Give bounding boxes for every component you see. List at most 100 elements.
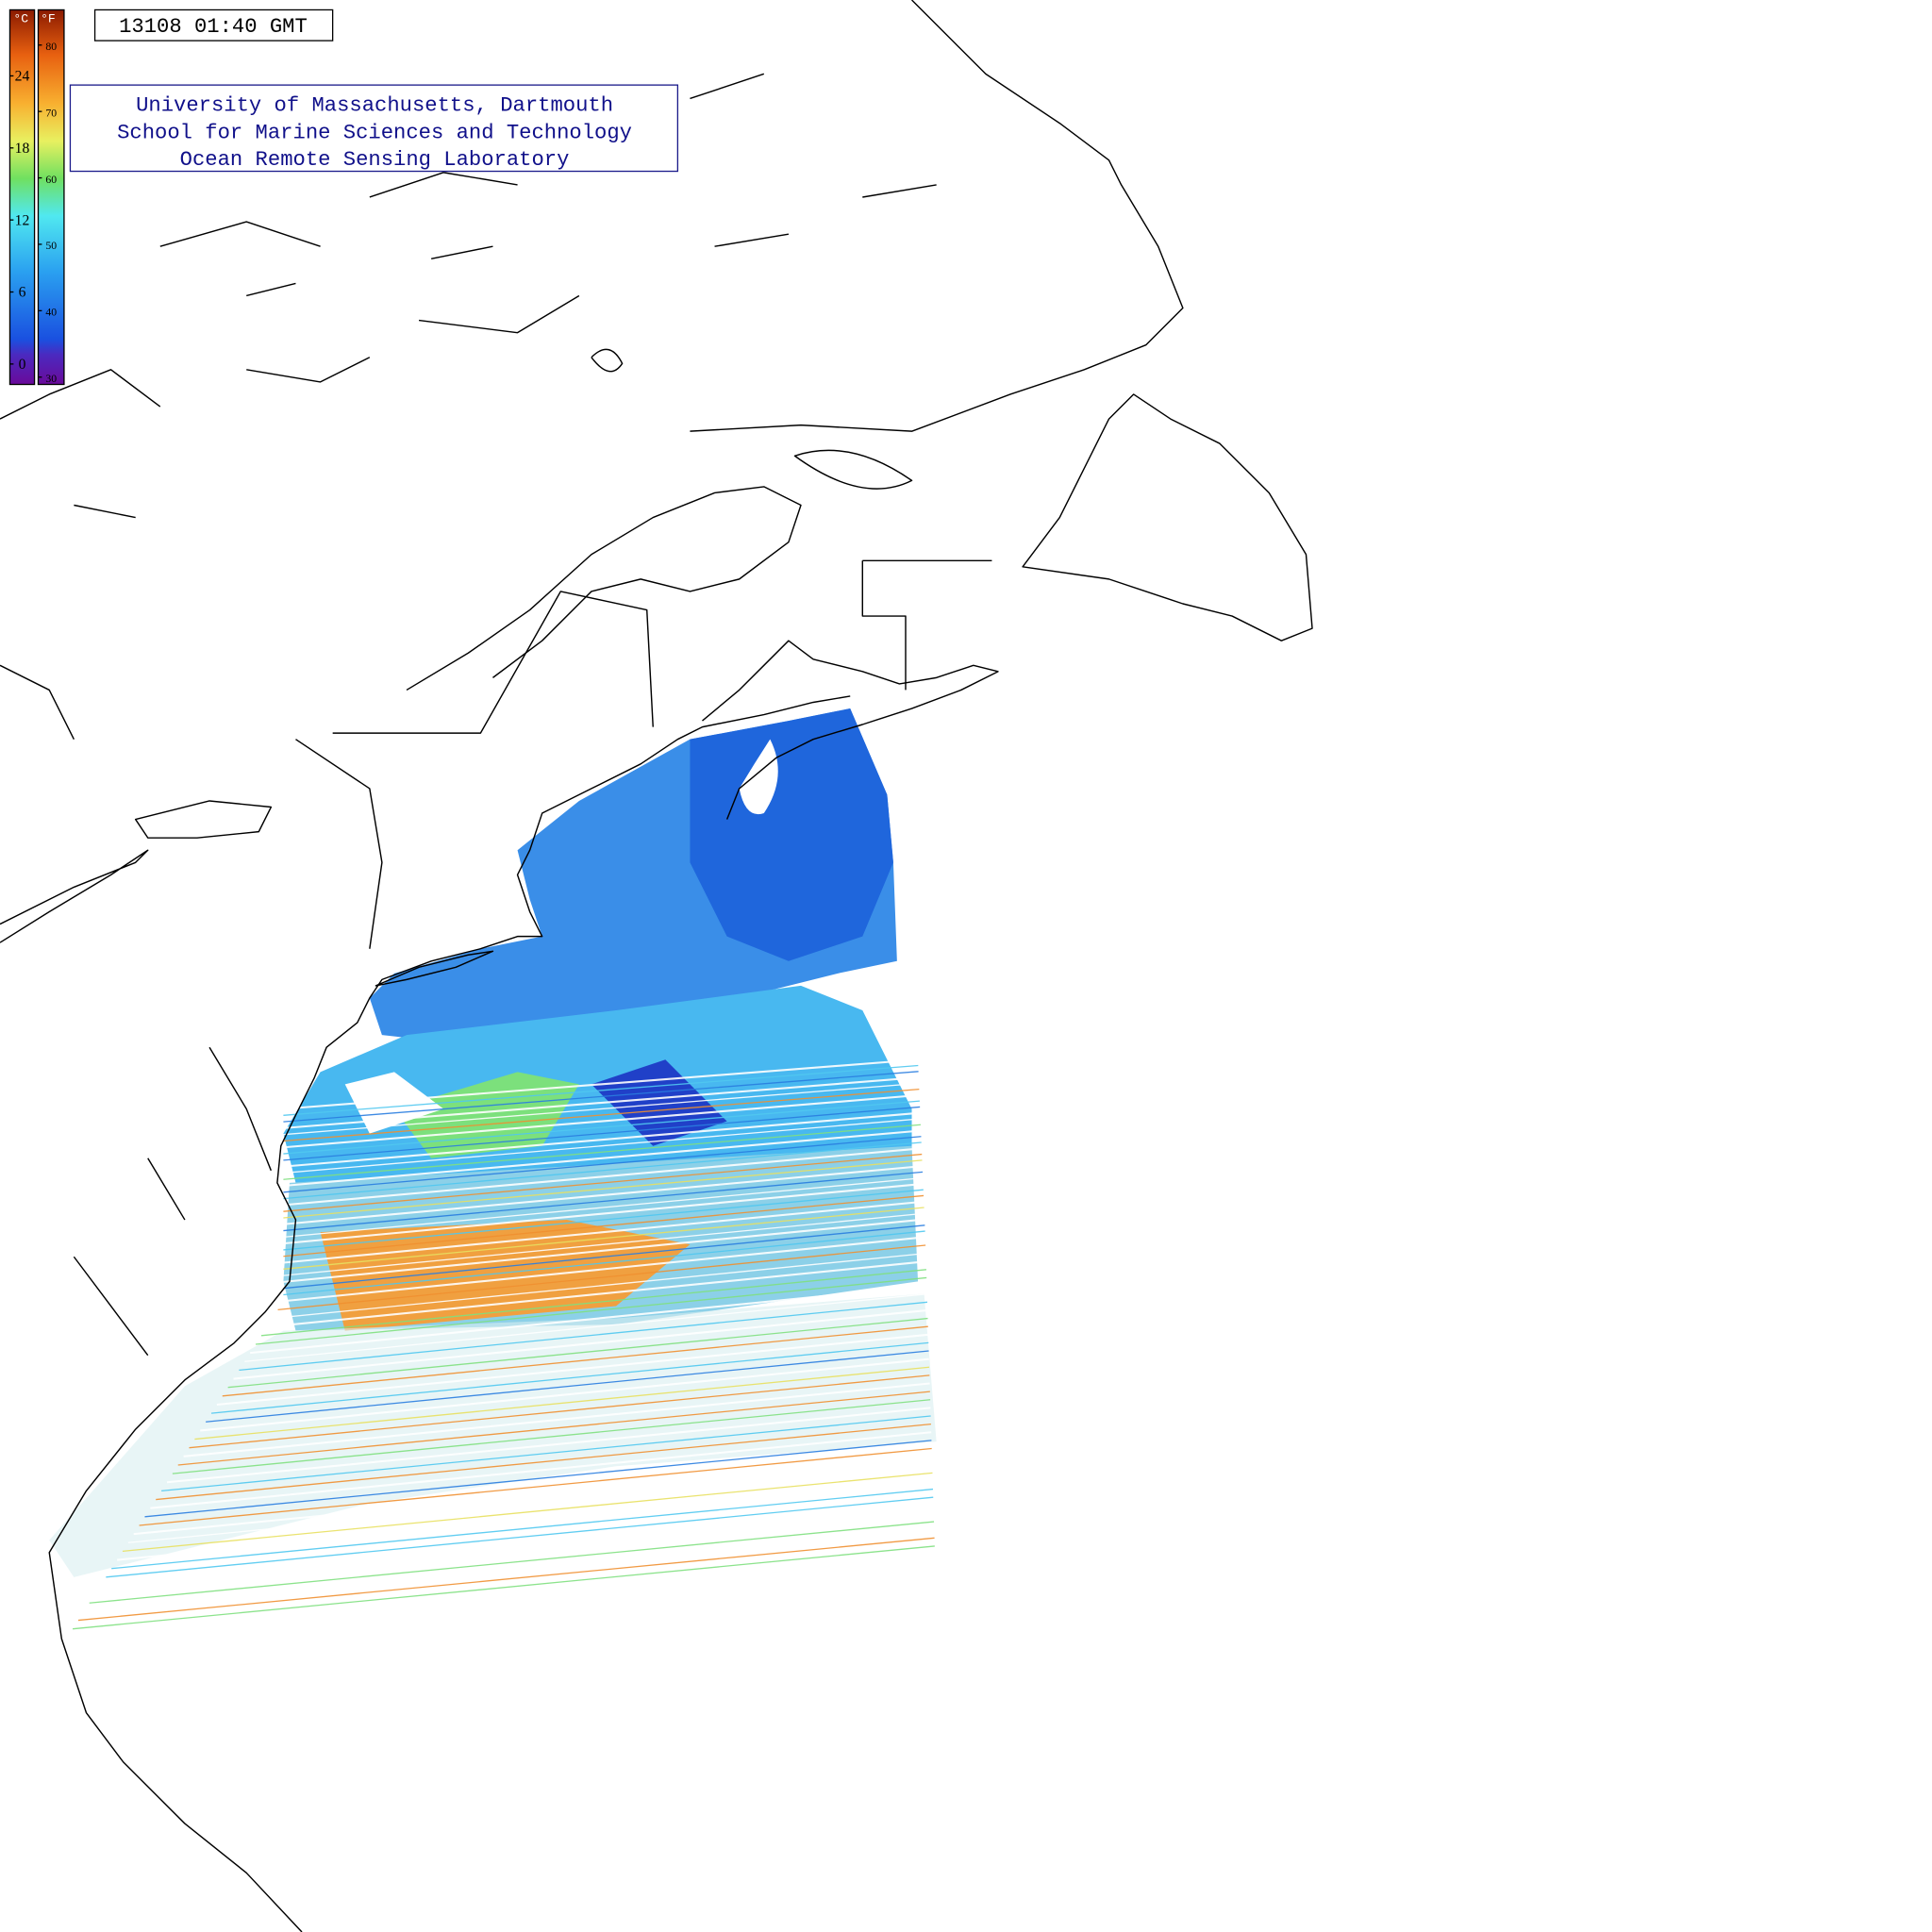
colorbar: °C °F 0 6 12 18 24 30 40 50 60 70 80 (8, 8, 65, 386)
scan-streak (244, 1293, 927, 1362)
tick-label: 18 (15, 141, 30, 157)
scan-streak (139, 1447, 932, 1526)
scan-streak (177, 1391, 930, 1466)
scan-streak (216, 1333, 929, 1407)
scan-streak (283, 1177, 924, 1238)
sparse-swath (49, 1293, 937, 1577)
scan-streak (283, 1189, 924, 1251)
scan-streak (283, 1171, 924, 1232)
coastlines (0, 0, 1313, 1932)
timestamp: 13108 01:40 GMT (119, 15, 308, 39)
nova-scotia (702, 640, 999, 820)
scan-streak (183, 1382, 930, 1457)
tick-label: 0 (19, 357, 26, 373)
scan-streak (72, 1545, 935, 1630)
scan-streak (283, 1082, 920, 1136)
scan-streak (67, 1553, 936, 1639)
scan-streak (150, 1431, 932, 1509)
sable-island (739, 739, 778, 815)
tick-label: 50 (45, 240, 57, 252)
scan-streak (133, 1456, 933, 1536)
scan-streak (283, 1200, 924, 1264)
labrador-quebec (690, 0, 1184, 432)
scan-streak (283, 1076, 919, 1129)
scan-streak (210, 1341, 929, 1414)
tick-label: 6 (19, 285, 26, 301)
cloud (344, 1072, 444, 1134)
scan-streak (222, 1325, 928, 1397)
deep-water (690, 708, 893, 961)
scan-streak (283, 1218, 925, 1283)
scan-streaks (67, 1058, 936, 1639)
rivers (0, 294, 624, 1357)
scan-streak (283, 1147, 923, 1207)
scan-streak (283, 1129, 922, 1188)
scan-streak (272, 1252, 926, 1320)
scan-streak (116, 1479, 933, 1561)
scan-streak (89, 1521, 935, 1604)
scan-streak (283, 1071, 919, 1123)
scan-streak (250, 1285, 927, 1355)
scan-streak (283, 1236, 926, 1303)
scan-streak (227, 1317, 928, 1389)
scan-streak (283, 1207, 924, 1270)
scan-streak (283, 1088, 920, 1142)
scan-streak (77, 1537, 935, 1622)
scan-streak (283, 1159, 923, 1219)
scan-streak (283, 1141, 922, 1200)
anticosti (793, 449, 913, 490)
border (332, 559, 992, 734)
tick-label: 40 (45, 307, 57, 319)
credit-line: School for Marine Sciences and Technolog… (117, 121, 632, 144)
scan-streak (260, 1269, 927, 1337)
scan-streak (283, 1165, 923, 1225)
scan-streak (111, 1488, 934, 1570)
lake-erie (0, 849, 149, 943)
scan-streak (172, 1399, 931, 1474)
scan-streak (283, 1124, 921, 1180)
scan-streak (106, 1496, 934, 1578)
credit-line: Ocean Remote Sensing Laboratory (180, 148, 570, 172)
scan-streak (283, 1058, 919, 1110)
lake-ontario (134, 800, 273, 839)
long-island (375, 950, 494, 987)
fahrenheit-unit: °F (41, 12, 56, 26)
scan-streak (161, 1415, 931, 1492)
shelf-water (393, 1072, 579, 1158)
fahrenheit-bar (37, 8, 65, 386)
scan-streak (94, 1512, 934, 1595)
tick-label: 70 (45, 107, 57, 119)
scan-streak (156, 1423, 931, 1501)
scan-streak (83, 1528, 935, 1613)
scan-streak (283, 1153, 923, 1212)
scan-streak (283, 1093, 920, 1149)
scan-streak (283, 1182, 924, 1245)
scan-streak (233, 1308, 928, 1380)
scan-streak (283, 1212, 924, 1276)
tick-label: 12 (15, 212, 30, 228)
scan-streak (283, 1111, 921, 1168)
tick-label: 24 (15, 69, 30, 85)
newfoundland (1022, 393, 1313, 641)
scan-streak (277, 1244, 926, 1311)
gulf-stream (320, 1220, 691, 1331)
scan-streak (283, 1194, 924, 1257)
scan-streak (283, 1118, 921, 1174)
scan-streak (200, 1357, 929, 1432)
scan-streak (283, 1100, 920, 1155)
scan-streak (127, 1464, 933, 1543)
scan-streak (283, 1106, 921, 1161)
tick-label: 80 (45, 41, 57, 53)
gaspe-st-lawrence (406, 486, 802, 691)
us-east-coast (48, 695, 851, 1932)
tick-label: 60 (45, 174, 57, 186)
scan-streak (206, 1350, 929, 1423)
scan-streak (283, 1230, 925, 1296)
scan-streak (239, 1301, 928, 1372)
scan-streak (283, 1136, 922, 1193)
credit-line: University of Massachusetts, Dartmouth (136, 94, 613, 118)
scan-streak (122, 1472, 933, 1553)
scan-streak (194, 1366, 930, 1441)
